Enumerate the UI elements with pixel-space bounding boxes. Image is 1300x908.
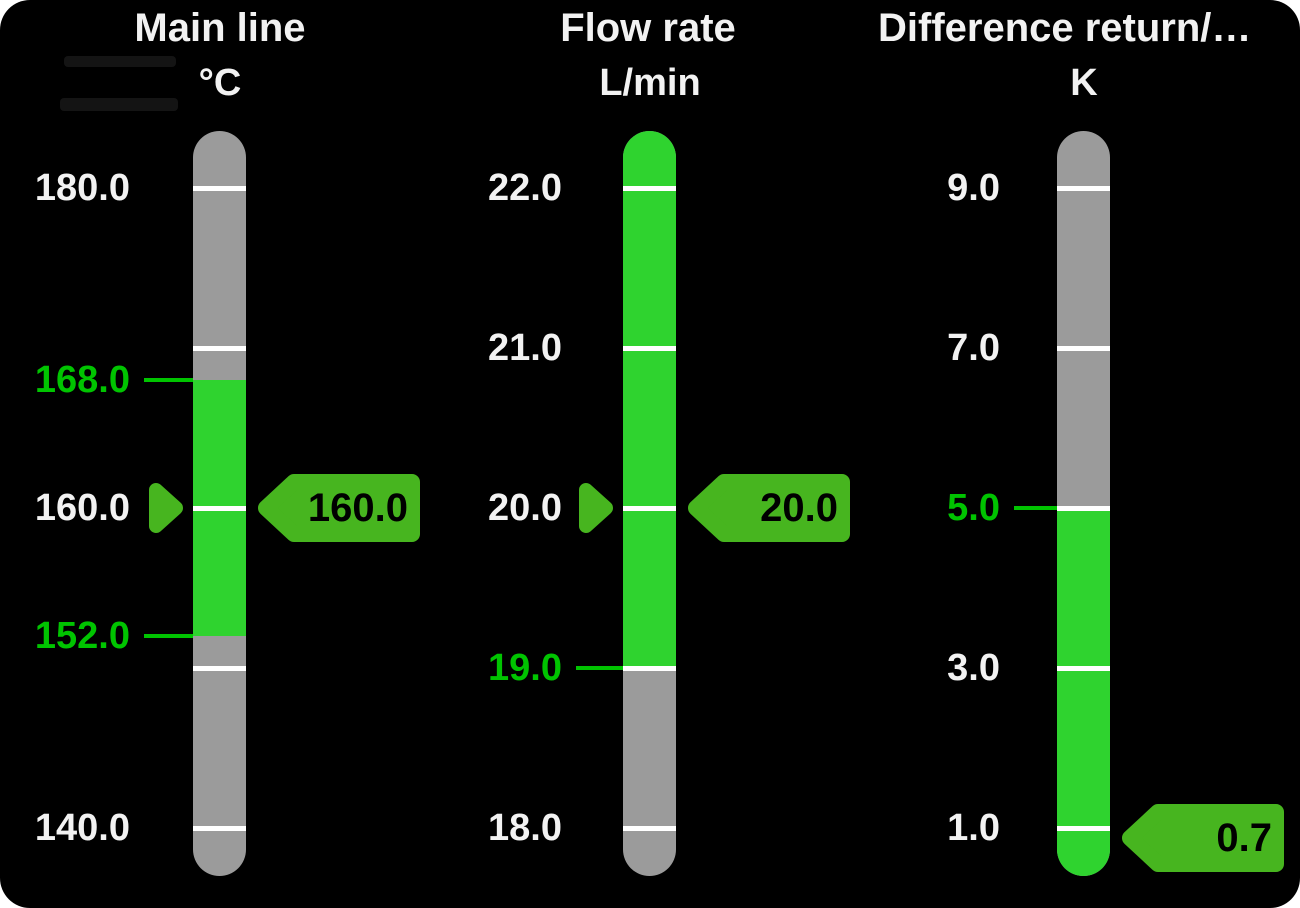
scale-label: 1.0: [947, 807, 1000, 849]
scale-label: 7.0: [947, 327, 1000, 369]
scale-label: 168.0: [34, 359, 130, 401]
badge-arrow-icon: [258, 474, 420, 542]
bar-tick: [1057, 506, 1110, 511]
bar-tick: [1057, 186, 1110, 191]
scale-label: 5.0: [947, 487, 1000, 529]
limit-marker-line: [1014, 506, 1057, 510]
bar-tick: [193, 506, 246, 511]
ghost-artifact: [60, 98, 178, 111]
scale-label: 160.0: [34, 487, 130, 529]
gauge-bar: [193, 131, 246, 876]
value-badge-label: 20.0: [760, 486, 838, 530]
gauge-bar: [623, 131, 676, 876]
bar-tick: [193, 346, 246, 351]
scale-label: 21.0: [488, 327, 562, 369]
value-badge-label: 0.7: [1216, 816, 1272, 860]
bar-tick: [193, 186, 246, 191]
gauge-unit: L/min: [599, 62, 701, 104]
bar-tick: [623, 186, 676, 191]
value-badge: 160.0: [254, 470, 424, 546]
gauge-unit: °C: [198, 62, 242, 104]
gauge-green-band: [623, 131, 676, 668]
scale-label: 152.0: [34, 615, 130, 657]
gauge-bar: [1057, 131, 1110, 876]
badge-arrow-icon: [1122, 804, 1284, 872]
bar-tick: [1057, 666, 1110, 671]
value-badge: 20.0: [684, 470, 854, 546]
scale-label: 9.0: [947, 167, 1000, 209]
ghost-artifact: [64, 56, 176, 67]
bar-tick: [623, 826, 676, 831]
limit-marker-line: [144, 378, 193, 382]
scale-label: 3.0: [947, 647, 1000, 689]
scale-label: 20.0: [488, 487, 562, 529]
bar-tick: [623, 666, 676, 671]
bar-tick: [1057, 346, 1110, 351]
value-badge: 0.7: [1118, 800, 1288, 876]
scale-label: 19.0: [488, 647, 562, 689]
value-pointer-icon: [576, 480, 616, 536]
limit-marker-line: [144, 634, 193, 638]
gauge-title: Flow rate: [560, 6, 736, 50]
gauge-title: Difference return/…: [878, 6, 1252, 50]
bar-tick: [193, 666, 246, 671]
gauge-unit: K: [1070, 62, 1098, 104]
gauge-title: Main line: [134, 6, 306, 50]
bar-tick: [1057, 826, 1110, 831]
gauge-green-band: [1057, 508, 1110, 876]
scale-label: 22.0: [488, 167, 562, 209]
scale-label: 180.0: [34, 167, 130, 209]
bar-tick: [623, 346, 676, 351]
bar-tick: [193, 826, 246, 831]
value-pointer-icon: [146, 480, 186, 536]
limit-marker-line: [576, 666, 623, 670]
badge-arrow-icon: [688, 474, 850, 542]
bar-tick: [623, 506, 676, 511]
scale-label: 18.0: [488, 807, 562, 849]
value-badge-label: 160.0: [307, 486, 408, 530]
scale-label: 140.0: [34, 807, 130, 849]
